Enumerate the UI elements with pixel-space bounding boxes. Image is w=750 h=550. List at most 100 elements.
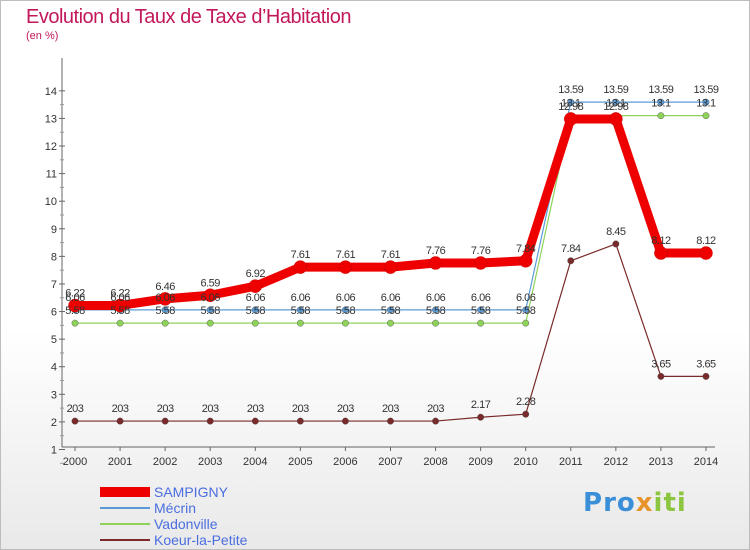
data-point bbox=[522, 410, 530, 418]
data-label: 7.61 bbox=[291, 249, 311, 261]
data-label: 203 bbox=[247, 403, 264, 415]
data-point bbox=[657, 112, 665, 120]
data-label: 203 bbox=[292, 403, 309, 415]
data-point bbox=[654, 246, 668, 260]
x-tick-label: 2006 bbox=[333, 456, 357, 468]
y-tick-label: 2 bbox=[51, 417, 57, 429]
data-point bbox=[296, 319, 304, 327]
y-tick-label: 5 bbox=[51, 334, 57, 346]
data-label: 5.58 bbox=[246, 305, 266, 317]
data-label: 7.84 bbox=[516, 243, 536, 255]
legend-label: Vadonville bbox=[154, 516, 218, 532]
data-point bbox=[387, 319, 394, 327]
data-point bbox=[473, 256, 488, 270]
logo-letter: P bbox=[583, 488, 604, 518]
data-label: 7.61 bbox=[336, 249, 356, 261]
data-point bbox=[564, 112, 578, 126]
y-tick-label: 4 bbox=[51, 362, 57, 374]
data-point bbox=[113, 298, 127, 313]
data-point bbox=[387, 417, 394, 425]
data-label: 6.06 bbox=[516, 292, 536, 304]
data-label: 203 bbox=[382, 403, 399, 415]
data-label: 5.58 bbox=[110, 305, 130, 317]
legend-swatch bbox=[100, 539, 150, 541]
data-point bbox=[296, 417, 304, 425]
data-label: 6.06 bbox=[155, 292, 175, 304]
data-label: 203 bbox=[157, 403, 174, 415]
data-label: 6.06 bbox=[65, 292, 85, 304]
data-point bbox=[432, 417, 439, 425]
data-label: 6.06 bbox=[291, 292, 311, 304]
data-point bbox=[342, 306, 349, 314]
legend-label: Mécrin bbox=[154, 500, 197, 516]
y-tick-label: 7 bbox=[51, 279, 57, 291]
y-tick-label: 11 bbox=[46, 169, 57, 181]
chart-subtitle: (en %) bbox=[26, 30, 59, 42]
logo-letter: x bbox=[635, 488, 654, 518]
data-label: 6.59 bbox=[200, 277, 220, 289]
x-tick-label: 2008 bbox=[423, 456, 447, 468]
data-point bbox=[657, 372, 665, 380]
data-label: 12.98 bbox=[558, 101, 583, 113]
data-point bbox=[296, 306, 304, 314]
data-label: 13.59 bbox=[648, 84, 673, 96]
x-tick-label: 2007 bbox=[378, 456, 402, 468]
data-point bbox=[477, 306, 485, 314]
data-point bbox=[702, 112, 710, 120]
data-label: 5.58 bbox=[336, 305, 356, 317]
data-label: 6.06 bbox=[110, 292, 130, 304]
x-tick-label: 2004 bbox=[243, 456, 267, 468]
data-point bbox=[116, 319, 124, 327]
y-tick-label: 8 bbox=[51, 251, 57, 263]
data-point bbox=[251, 417, 259, 425]
y-tick-label: 3 bbox=[51, 389, 57, 401]
data-point bbox=[158, 292, 172, 306]
data-label: 3.65 bbox=[696, 358, 716, 370]
x-tick-label: 2002 bbox=[153, 456, 177, 468]
data-label: 8.12 bbox=[696, 235, 716, 247]
data-point bbox=[432, 306, 439, 314]
data-point bbox=[477, 413, 485, 421]
x-tick-label: 2010 bbox=[513, 456, 537, 468]
x-tick-label: 2005 bbox=[288, 456, 312, 468]
data-point bbox=[612, 240, 620, 248]
data-point bbox=[518, 254, 533, 268]
data-point bbox=[161, 319, 169, 327]
data-label: 203 bbox=[67, 403, 84, 415]
data-label: 6.06 bbox=[246, 292, 266, 304]
y-tick-label: 13 bbox=[45, 113, 57, 125]
data-label: 5.58 bbox=[381, 305, 401, 317]
data-label: 203 bbox=[427, 403, 444, 415]
data-point bbox=[206, 306, 214, 314]
data-label: 5.58 bbox=[471, 305, 491, 317]
data-point bbox=[206, 319, 214, 327]
data-point bbox=[251, 319, 259, 327]
legend-swatch bbox=[100, 507, 150, 509]
data-point bbox=[477, 319, 485, 327]
data-point bbox=[702, 98, 710, 106]
data-point bbox=[699, 246, 713, 260]
data-label: 7.84 bbox=[561, 243, 581, 255]
data-point bbox=[612, 98, 620, 106]
data-label: 5.58 bbox=[291, 305, 311, 317]
y-tick-label: 10 bbox=[45, 196, 57, 208]
data-point bbox=[203, 288, 217, 303]
data-label: 2.17 bbox=[471, 399, 491, 411]
data-point bbox=[702, 372, 710, 380]
data-point bbox=[248, 279, 263, 293]
data-point bbox=[68, 298, 82, 313]
data-label: 13.1 bbox=[651, 98, 671, 110]
data-label: 13.1 bbox=[561, 98, 581, 110]
data-label: 6.46 bbox=[155, 281, 175, 293]
data-label: 5.58 bbox=[65, 305, 85, 317]
data-label: 203 bbox=[337, 403, 354, 415]
x-tick-label: 2009 bbox=[468, 456, 492, 468]
data-point bbox=[338, 260, 353, 274]
data-point bbox=[342, 319, 349, 327]
data-label: 6.06 bbox=[200, 292, 220, 304]
series-line-mécrin bbox=[74, 101, 707, 311]
data-label: 203 bbox=[202, 403, 219, 415]
data-point bbox=[116, 417, 124, 425]
x-tick-label: 2014 bbox=[694, 456, 718, 468]
